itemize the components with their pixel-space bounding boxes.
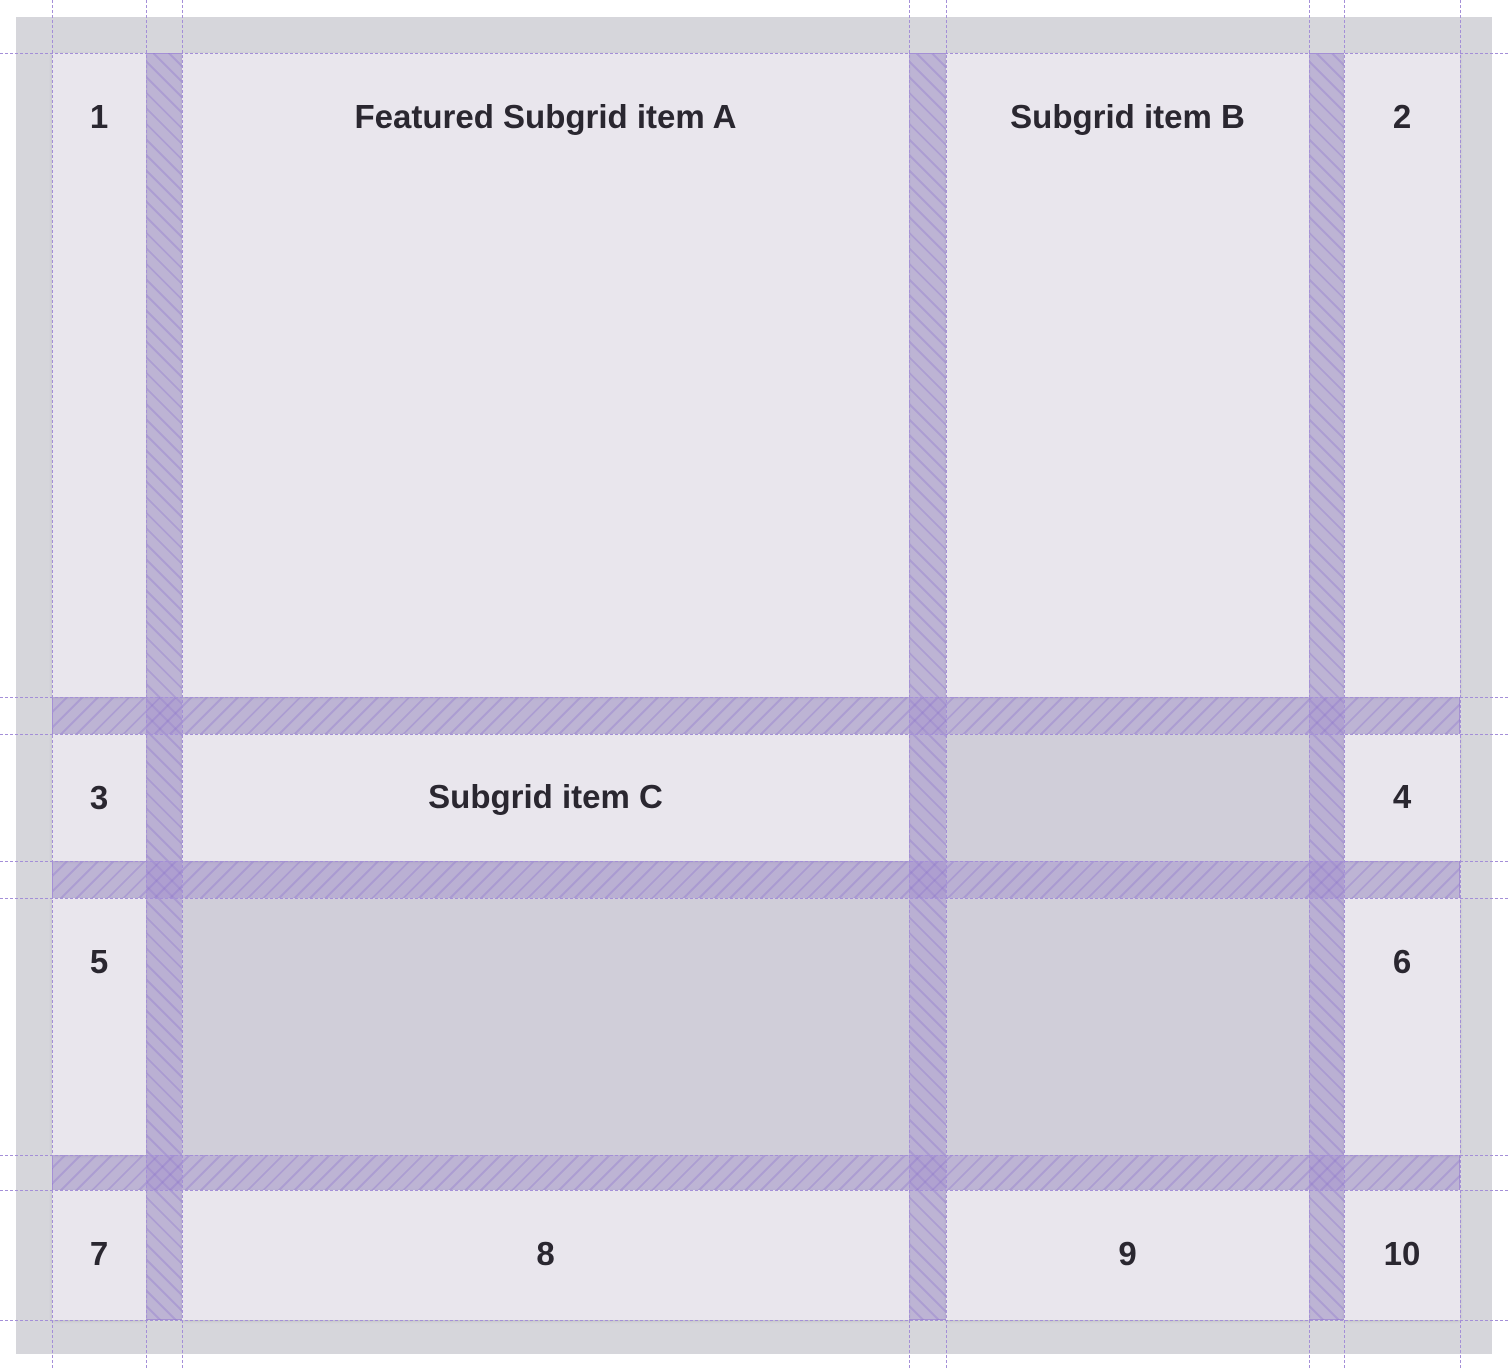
grid-line [0, 898, 1508, 899]
grid-line [52, 0, 53, 1368]
grid-line [182, 0, 183, 1368]
grid-line [1344, 0, 1345, 1368]
grid-line [1309, 0, 1310, 1368]
grid-line [0, 734, 1508, 735]
column-gap [909, 53, 946, 1320]
grid-line [146, 0, 147, 1368]
grid-item-1: 1 [52, 53, 146, 697]
grid-line [946, 0, 947, 1368]
row-gap [52, 861, 1460, 898]
column-gap [146, 53, 182, 1320]
grid-item-4: 4 [1344, 734, 1460, 861]
grid-line [0, 53, 1508, 54]
grid-line [0, 861, 1508, 862]
grid-item-2: 2 [1344, 53, 1460, 697]
subgrid-item-a: Featured Subgrid item A [182, 53, 909, 697]
grid-item-3: 3 [52, 734, 146, 861]
grid-item-7: 7 [52, 1190, 146, 1320]
grid-item-6: 6 [1344, 898, 1460, 1155]
column-gap [1309, 53, 1344, 1320]
row-gap [52, 1155, 1460, 1190]
grid-line [1460, 0, 1461, 1368]
row-gap [52, 697, 1460, 734]
subgrid-item-b: Subgrid item B [946, 53, 1309, 697]
grid-item-8: 8 [182, 1190, 909, 1320]
grid-line [0, 1155, 1508, 1156]
grid-line [0, 697, 1508, 698]
grid-line [0, 1320, 1508, 1321]
grid-item-5: 5 [52, 898, 146, 1155]
grid-item-10: 10 [1344, 1190, 1460, 1320]
grid-line [0, 1190, 1508, 1191]
subgrid-item-c: Subgrid item C [182, 734, 909, 861]
grid-line [909, 0, 910, 1368]
grid-item-9: 9 [946, 1190, 1309, 1320]
